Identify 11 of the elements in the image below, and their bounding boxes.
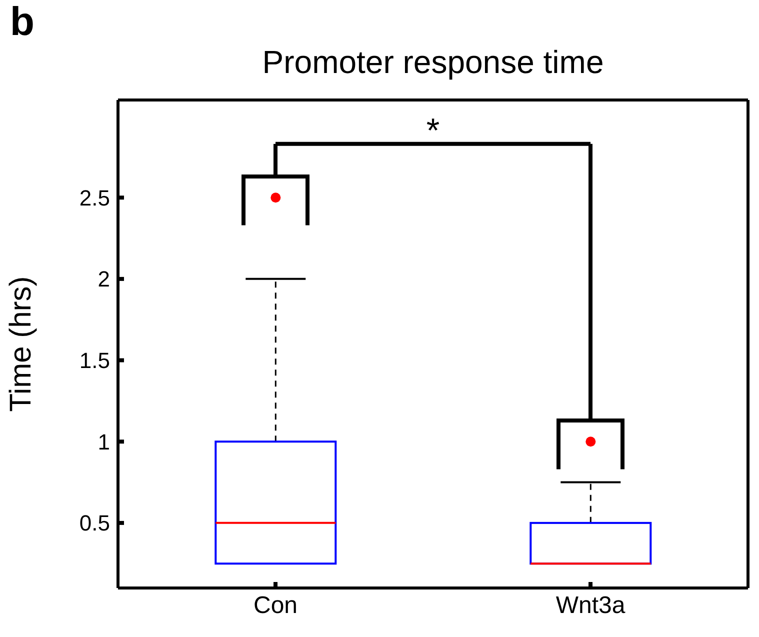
y-tick-label: 2: [98, 266, 110, 292]
annotation: *: [426, 112, 440, 150]
y-tick-label: 0.5: [79, 510, 110, 536]
y-axis-title: Time (hrs): [4, 276, 38, 412]
text: b: [10, 0, 34, 45]
x-tick-label: Wnt3a: [556, 592, 626, 620]
x-tick-label: Con: [253, 592, 298, 620]
y-tick-label: 2.5: [79, 185, 110, 210]
y-tick-label: 1.5: [79, 348, 110, 374]
y-tick-label: 1: [98, 429, 110, 454]
chart-title: Promoter response time: [261, 44, 605, 81]
